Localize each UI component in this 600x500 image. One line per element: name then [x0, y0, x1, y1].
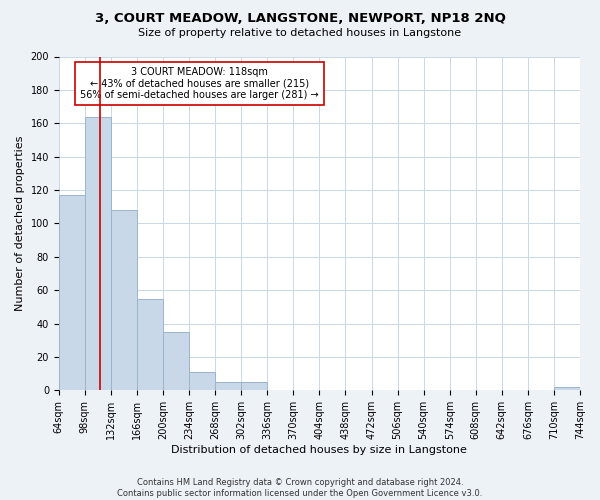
Bar	[241, 382, 267, 390]
Text: 3 COURT MEADOW: 118sqm
← 43% of detached houses are smaller (215)
56% of semi-de: 3 COURT MEADOW: 118sqm ← 43% of detached…	[80, 66, 319, 100]
Y-axis label: Number of detached properties: Number of detached properties	[15, 136, 25, 311]
Text: Size of property relative to detached houses in Langstone: Size of property relative to detached ho…	[139, 28, 461, 38]
Text: 3, COURT MEADOW, LANGSTONE, NEWPORT, NP18 2NQ: 3, COURT MEADOW, LANGSTONE, NEWPORT, NP1…	[95, 12, 505, 26]
Bar	[111, 210, 137, 390]
Bar	[189, 372, 215, 390]
Bar	[59, 195, 85, 390]
Bar	[554, 387, 580, 390]
Bar	[85, 116, 111, 390]
Text: Contains HM Land Registry data © Crown copyright and database right 2024.
Contai: Contains HM Land Registry data © Crown c…	[118, 478, 482, 498]
X-axis label: Distribution of detached houses by size in Langstone: Distribution of detached houses by size …	[172, 445, 467, 455]
Bar	[137, 298, 163, 390]
Bar	[163, 332, 189, 390]
Bar	[215, 382, 241, 390]
